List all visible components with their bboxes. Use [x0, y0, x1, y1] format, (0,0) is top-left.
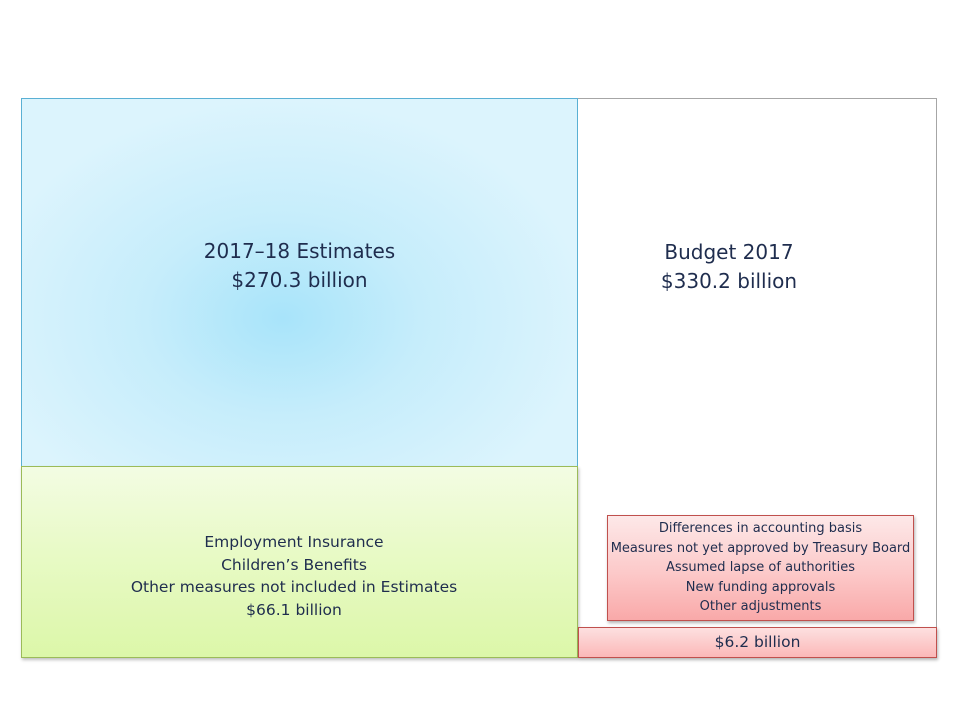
- estimates-amount: $270.3 billion: [231, 268, 368, 292]
- difference-strip-box: [578, 627, 937, 658]
- adjustments-line1: Differences in accounting basis: [658, 521, 863, 536]
- other-measures-line2: Children’s Benefits: [221, 555, 367, 574]
- estimates-label: 2017–18 Estimates $270.3 billion: [21, 237, 578, 295]
- estimates-title: 2017–18 Estimates: [203, 239, 396, 263]
- adjustments-line5: Other adjustments: [699, 599, 822, 614]
- budget-title: Budget 2017: [664, 240, 794, 264]
- budget-amount: $330.2 billion: [660, 269, 798, 293]
- difference-amount: $6.2 billion: [714, 633, 801, 651]
- budget-label: Budget 2017 $330.2 billion: [578, 238, 880, 296]
- other-measures-line3: Other measures not included in Estimates: [130, 578, 458, 596]
- estimates-box: [21, 98, 578, 498]
- adjustments-label: Differences in accounting basis Measures…: [607, 519, 914, 617]
- adjustments-line3: Assumed lapse of authorities: [665, 560, 856, 575]
- other-measures-box: [21, 466, 578, 658]
- adjustments-line4: New funding approvals: [685, 579, 836, 595]
- adjustments-line2: Measures not yet approved by Treasury Bo…: [610, 540, 911, 556]
- adjustments-box: [607, 515, 914, 621]
- other-measures-line1: Employment Insurance: [204, 533, 384, 551]
- other-measures-label: Employment Insurance Children’s Benefits…: [21, 531, 567, 621]
- other-measures-amount: $66.1 billion: [246, 600, 342, 619]
